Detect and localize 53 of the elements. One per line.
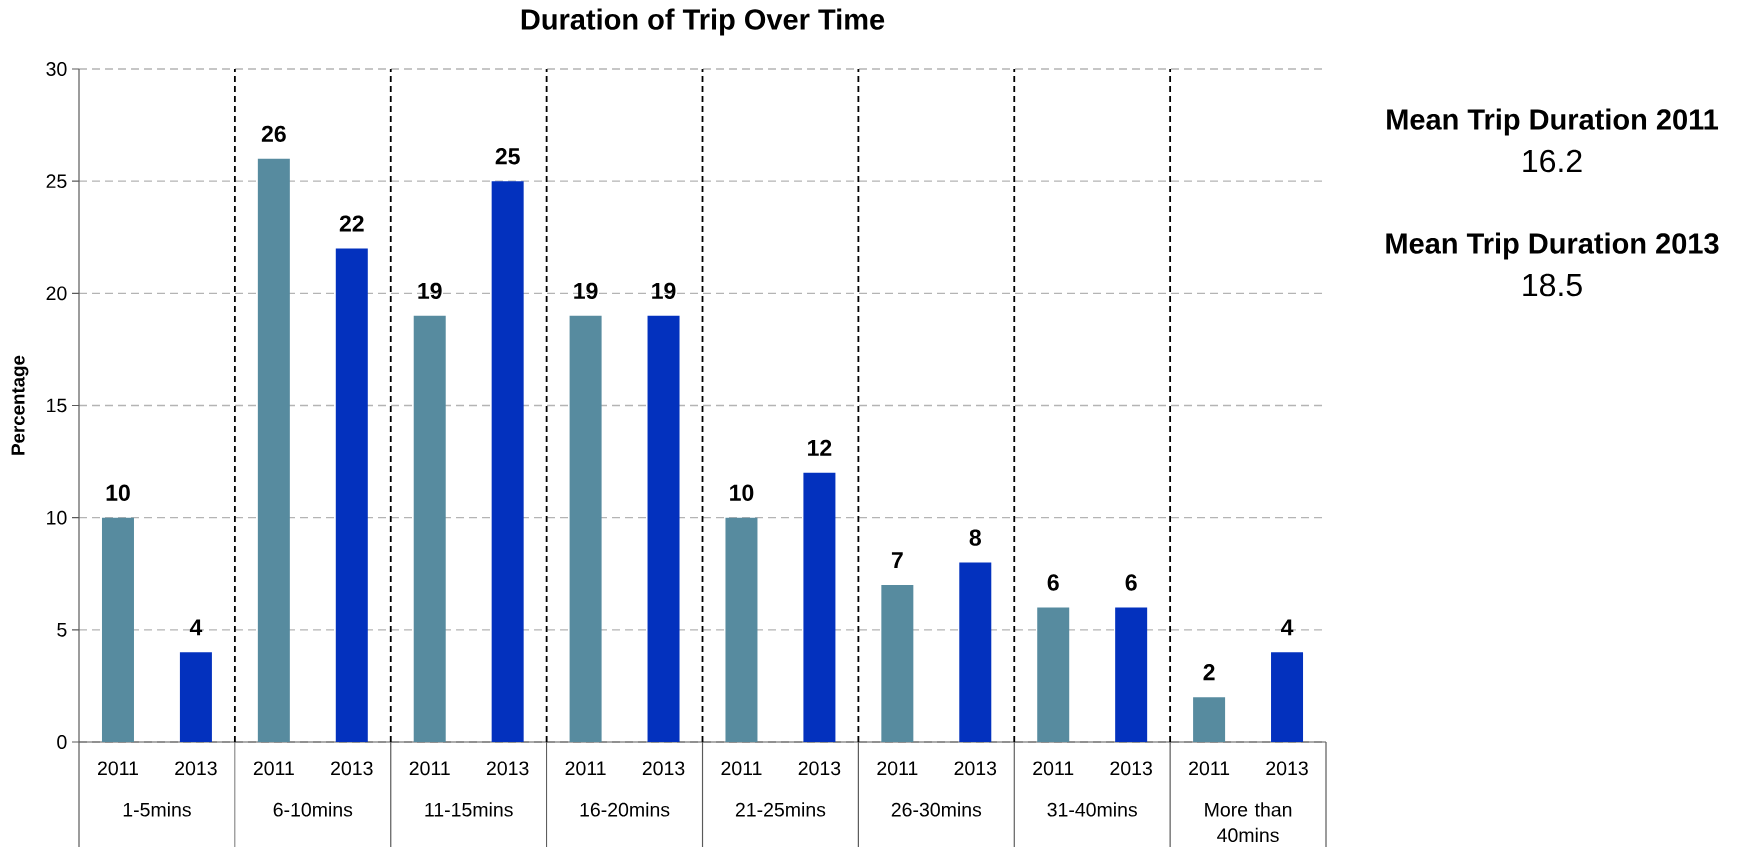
data-label: 4 — [1281, 619, 1294, 636]
text: 2013 — [642, 761, 685, 776]
y-tick-label: 5 — [57, 623, 67, 637]
y-tick-label: 15 — [47, 398, 67, 413]
x-tick-label: 1-5mins — [123, 802, 191, 817]
x-tick-label: 11-15mins — [425, 802, 513, 817]
data-label: 10 — [106, 484, 130, 501]
text: 2011 — [565, 761, 606, 776]
data-label: 19 — [574, 282, 598, 299]
data-label: 25 — [495, 148, 520, 165]
text: 16.2 — [1523, 149, 1582, 173]
text: 2011 — [721, 761, 762, 776]
data-label: 6 — [1125, 574, 1137, 591]
text: 2013 — [175, 761, 217, 776]
y-tick-label: 0 — [57, 735, 67, 749]
data-label: 10 — [730, 484, 754, 501]
text: 2013 — [954, 761, 997, 776]
data-label: 19 — [418, 282, 442, 299]
text: 2013 — [798, 761, 841, 776]
text: Mean Trip Duration 2013 — [1386, 232, 1719, 260]
data-label: 26 — [261, 125, 286, 142]
y-axis-title: Percentage — [11, 355, 29, 455]
data-label: 8 — [969, 529, 981, 546]
y-tick-label: 30 — [46, 62, 67, 76]
y-tick-label: 20 — [46, 286, 67, 301]
data-label: 12 — [808, 439, 832, 456]
y-tick-label: 25 — [46, 174, 67, 189]
x-tick-label: 31-40mins — [1047, 802, 1137, 817]
x-tick-label: More than 40mins — [1205, 802, 1292, 843]
text: 2011 — [1189, 761, 1230, 776]
x-tick-label: 26-30mins — [891, 802, 982, 817]
data-label: 6 — [1047, 574, 1059, 591]
text: 2011 — [877, 761, 918, 776]
text: 2011 — [253, 761, 294, 776]
series-label: 2011 — [98, 761, 138, 776]
data-label: 4 — [189, 619, 203, 636]
chart-title: Duration of Trip Over Time — [521, 8, 885, 36]
x-tick-label: 21-25mins — [735, 802, 826, 817]
text: 2011 — [409, 761, 450, 776]
series-label: 2013 — [1266, 761, 1308, 776]
data-label: 7 — [891, 552, 903, 568]
text: 18.5 — [1523, 273, 1582, 297]
text: 2011 — [1033, 761, 1074, 776]
x-tick-label: 6-10mins — [273, 802, 353, 817]
data-label: 2 — [1203, 664, 1215, 681]
text: Mean Trip Duration 2011 — [1387, 108, 1719, 136]
text: 2013 — [331, 761, 373, 776]
data-label: 19 — [652, 282, 676, 299]
data-label: 22 — [339, 215, 364, 232]
text: 2013 — [486, 761, 529, 776]
x-tick-label: 16-20mins — [580, 802, 670, 817]
y-tick-label: 10 — [47, 510, 67, 525]
text: 2013 — [1110, 761, 1152, 776]
